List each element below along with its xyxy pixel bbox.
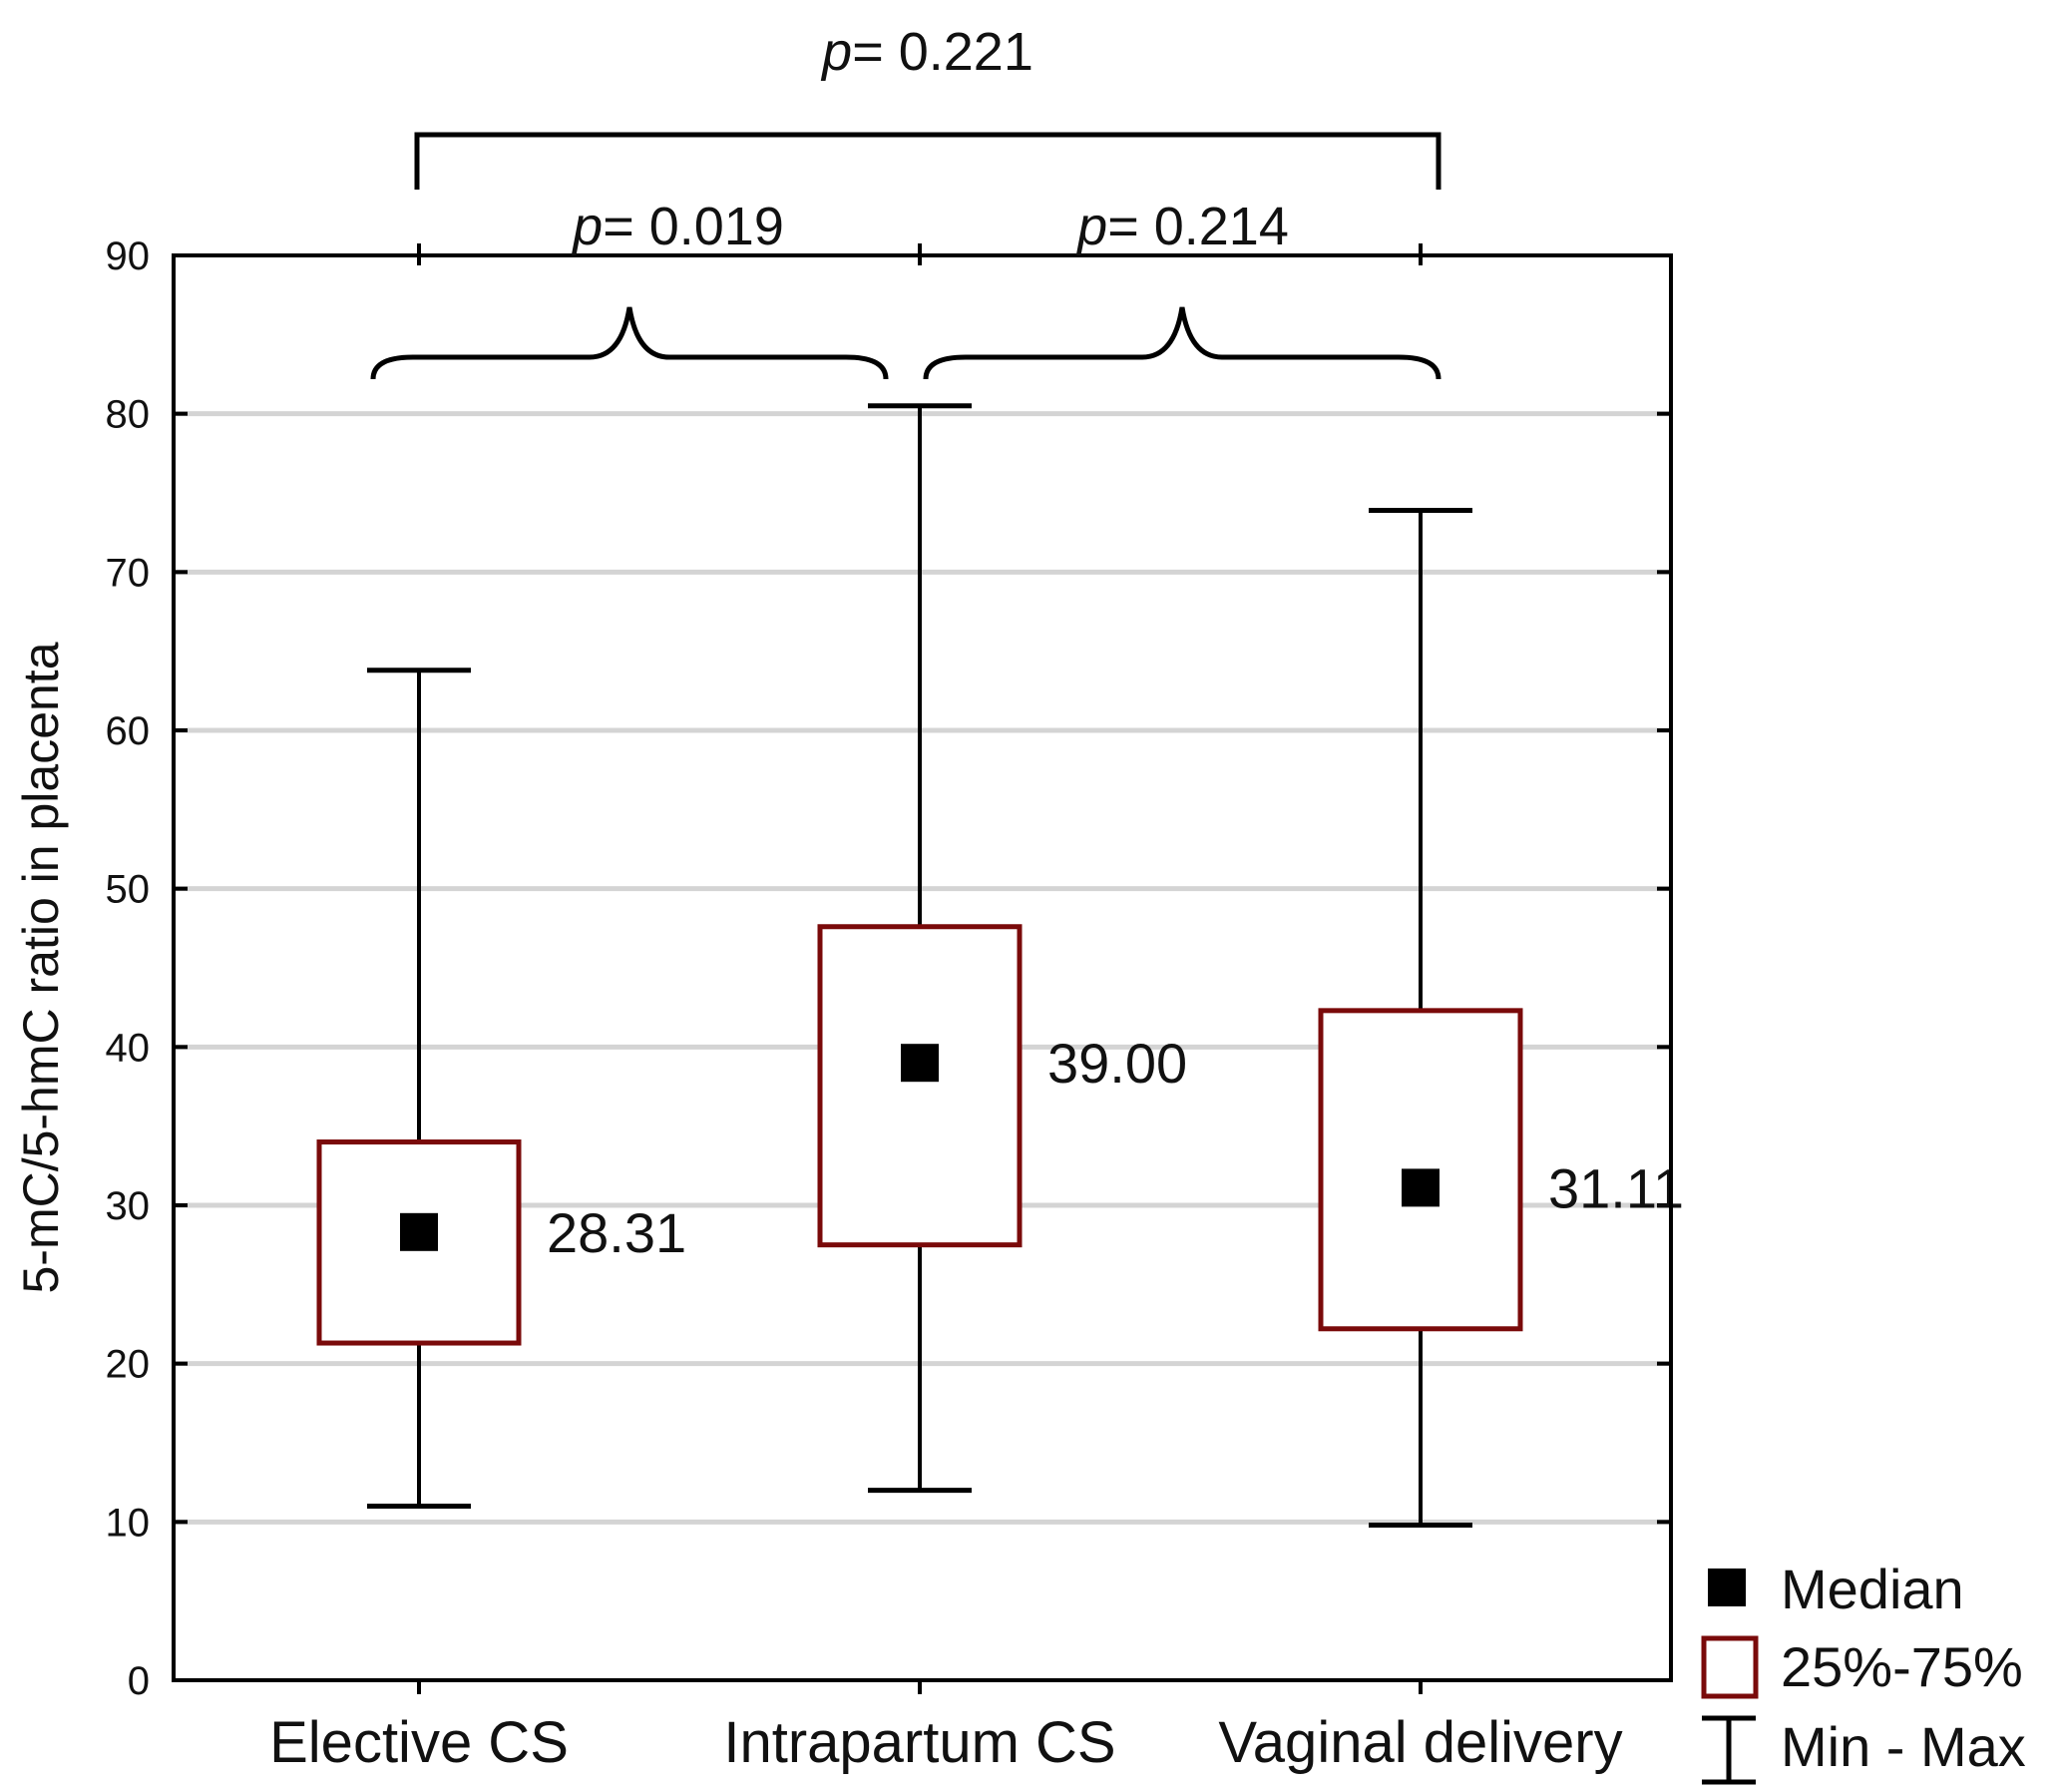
median-marker	[1402, 1168, 1440, 1207]
legend-label: Min - Max	[1781, 1715, 2026, 1778]
median-marker	[901, 1044, 939, 1083]
legend-median-swatch	[1708, 1568, 1746, 1606]
y-tick-label: 30	[106, 1184, 151, 1228]
median-marker	[400, 1212, 438, 1251]
legend-whisker-swatch	[1702, 1715, 1756, 1785]
iqr-box	[817, 924, 1023, 1248]
comparison-bracket	[414, 132, 1441, 190]
legend-label: 25%-75%	[1781, 1635, 2023, 1698]
plot-frame	[172, 253, 1673, 1682]
y-tick-label: 50	[106, 868, 151, 912]
p-value-label: p= 0.019	[571, 197, 784, 256]
x-category-label: Elective CS	[269, 1710, 569, 1775]
y-tick-label: 0	[128, 1659, 150, 1703]
y-tick-label: 80	[106, 393, 151, 437]
y-tick-label: 90	[106, 234, 151, 278]
y-axis-label: 5-mC/5-hmC ratio in placenta	[13, 642, 69, 1293]
p-value-label: p= 0.214	[1075, 197, 1289, 256]
median-value-label: 31.11	[1548, 1156, 1684, 1219]
x-category-label: Intrapartum CS	[723, 1710, 1115, 1775]
box-series: 28.31 39.00 31.11	[316, 403, 1684, 1529]
y-tick-label: 10	[106, 1501, 151, 1545]
box-intrapartum-cs: 39.00	[817, 403, 1187, 1494]
box-elective-cs: 28.31	[316, 668, 686, 1509]
median-value-label: 28.31	[547, 1201, 686, 1264]
p-value-label: p= 0.221	[820, 22, 1033, 82]
comparison-brace	[923, 306, 1441, 380]
y-tick-label: 70	[106, 551, 151, 595]
legend-label: Median	[1781, 1558, 1964, 1620]
box-vaginal-delivery: 31.11	[1318, 507, 1684, 1529]
y-axis-ticks: 0 10 20 30 40 50 60 70 80 90 Elective CS Intrapartu…	[106, 234, 1671, 1775]
legend-box-swatch	[1701, 1635, 1759, 1699]
y-tick-label: 60	[106, 709, 151, 753]
legend: Median 25%-75% Min - Max	[1701, 1558, 2026, 1785]
comparison-brace	[370, 306, 889, 380]
median-value-label: 39.00	[1047, 1032, 1187, 1095]
y-tick-label: 20	[106, 1343, 151, 1387]
x-category-label: Vaginal delivery	[1218, 1710, 1622, 1775]
y-tick-label: 40	[106, 1026, 151, 1070]
comparison-brackets: p= 0.221 p= 0.019 p= 0.214	[370, 22, 1441, 380]
